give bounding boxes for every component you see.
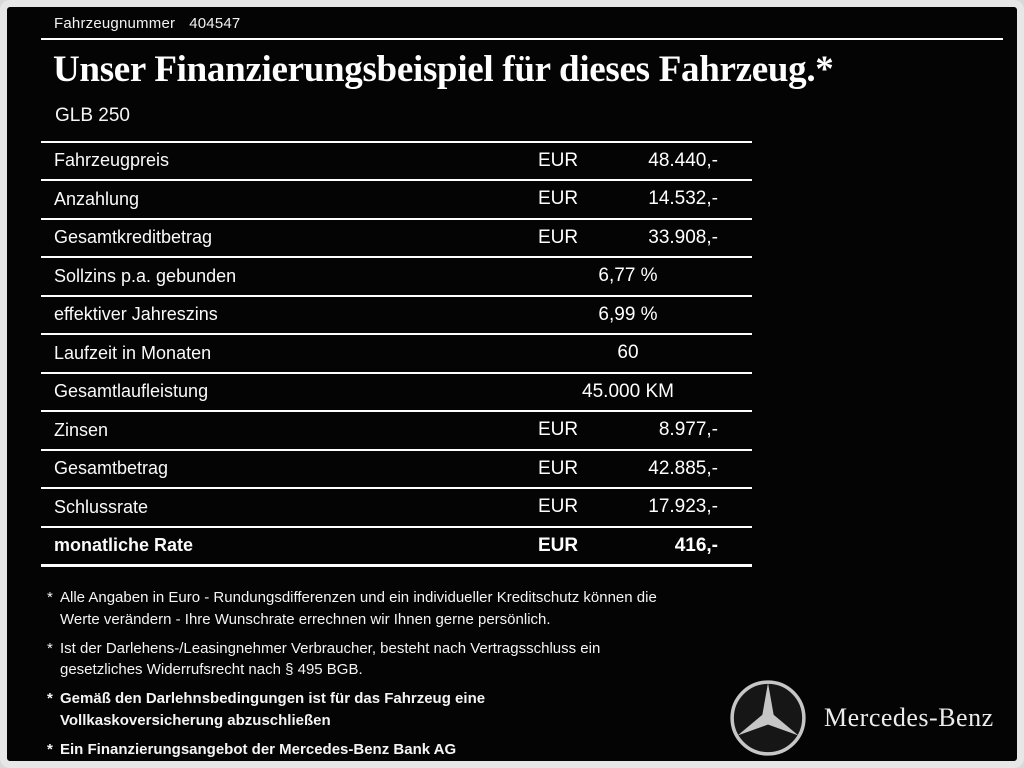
row-label: Gesamtlaufleistung — [54, 381, 209, 402]
row-value: 42.885,- — [648, 457, 718, 479]
row-currency: EUR — [538, 457, 579, 479]
row-value: 17.923,- — [648, 496, 718, 518]
row-value: 48.440,- — [648, 149, 718, 171]
row-label: Gesamtbetrag — [54, 458, 169, 479]
finance-row: Sollzins p.a. gebunden 6,77 % — [41, 256, 752, 295]
row-currency: EUR — [538, 496, 579, 518]
footnote-marker: * — [47, 690, 53, 708]
brand-area: Mercedes-Benz — [729, 679, 994, 757]
brand-name: Mercedes-Benz — [824, 703, 994, 732]
mercedes-star-icon — [730, 680, 806, 756]
page-title: Unser Finanzierungsbeispiel für dieses F… — [53, 49, 834, 90]
finance-row: Schlussrate EUR 17.923,- — [41, 487, 752, 526]
footnote-marker: * — [47, 740, 53, 758]
vehicle-number-label: Fahrzeugnummer — [54, 15, 176, 32]
finance-row: Gesamtkreditbetrag EUR 33.908,- — [41, 217, 752, 257]
row-label: Fahrzeugpreis — [54, 150, 170, 171]
row-label: Anzahlung — [54, 188, 140, 209]
finance-row: Fahrzeugpreis EUR 48.440,- — [41, 140, 752, 180]
row-currency: EUR — [538, 534, 579, 556]
footnote: * Alle Angaben in Euro - Rundungsdiffere… — [47, 587, 747, 631]
vehicle-number-row: Fahrzeugnummer 404547 — [54, 15, 1003, 32]
finance-row: Zinsen EUR 8.977,- — [41, 410, 752, 449]
row-label: Sollzins p.a. gebunden — [54, 265, 237, 286]
footnote-text: Ein Finanzierungsangebot der Mercedes-Be… — [60, 740, 457, 758]
finance-row-monthly-rate: monatliche Rate EUR 416,- — [41, 525, 752, 565]
footnote: * Ein Finanzierungsangebot der Mercedes-… — [47, 739, 747, 761]
row-value: 416,- — [674, 534, 718, 556]
finance-table: Fahrzeugpreis EUR 48.440,- Anzahlung EUR 1… — [41, 140, 752, 568]
row-currency: EUR — [538, 419, 579, 441]
footnote-marker: * — [47, 589, 53, 607]
finance-row: Laufzeit in Monaten 60 — [41, 333, 752, 372]
row-label: Zinsen — [54, 419, 109, 440]
footnote-text: Alle Angaben in Euro - Rundungsdifferenz… — [60, 589, 657, 628]
row-value: 33.908,- — [648, 226, 718, 248]
footnote: * Ist der Darlehens-/Leasingnehmer Verbr… — [47, 638, 747, 682]
footnote-text: Gemäß den Darlehnsbedingungen ist für da… — [60, 690, 486, 729]
row-label: effektiver Jahreszins — [54, 304, 218, 325]
row-currency: EUR — [538, 149, 579, 171]
vehicle-number-value: 404547 — [189, 15, 241, 32]
footnotes: * Alle Angaben in Euro - Rundungsdiffere… — [47, 587, 747, 760]
finance-row: Gesamtlaufleistung 45.000 KM — [41, 371, 752, 411]
row-value: 60 — [617, 342, 639, 364]
row-label: Schlussrate — [54, 496, 149, 517]
finance-row: Gesamtbetrag EUR 42.885,- — [41, 448, 752, 488]
row-value: 45.000 KM — [582, 380, 674, 402]
row-currency: EUR — [538, 188, 579, 210]
footnote: * Gemäß den Darlehnsbedingungen ist für … — [47, 688, 747, 732]
row-label: monatliche Rate — [54, 535, 194, 556]
finance-row: effektiver Jahreszins 6,99 % — [41, 294, 752, 334]
row-value: 8.977,- — [658, 419, 718, 441]
footnote-marker: * — [47, 639, 53, 657]
row-label: Gesamtkreditbetrag — [54, 227, 213, 248]
row-value: 6,99 % — [598, 303, 658, 325]
row-currency: EUR — [538, 226, 579, 248]
row-value: 6,77 % — [598, 265, 658, 287]
footnote-text: Ist der Darlehens-/Leasingnehmer Verbrau… — [60, 639, 601, 679]
header-divider — [41, 38, 1003, 40]
row-label: Laufzeit in Monaten — [54, 342, 212, 363]
row-value: 14.532,- — [648, 188, 718, 210]
model-name: GLB 250 — [55, 104, 130, 126]
finance-row: Anzahlung EUR 14.532,- — [41, 179, 752, 218]
